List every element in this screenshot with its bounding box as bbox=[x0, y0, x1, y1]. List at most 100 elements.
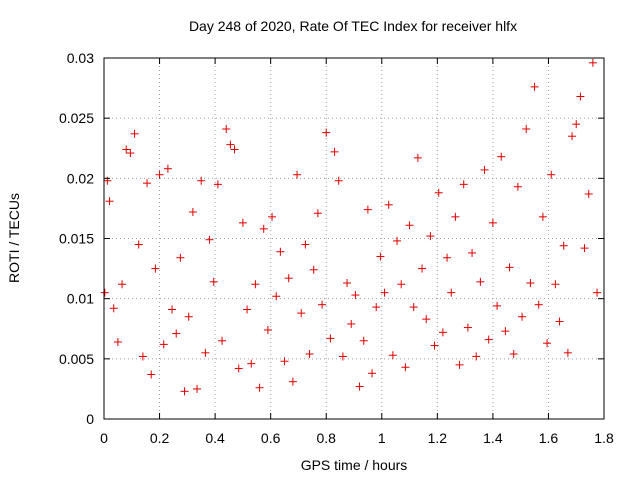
data-point bbox=[118, 280, 127, 289]
data-point bbox=[259, 224, 268, 233]
data-point bbox=[476, 277, 485, 286]
data-point bbox=[418, 264, 427, 273]
data-point bbox=[288, 377, 297, 386]
data-point bbox=[280, 357, 289, 366]
data-point bbox=[488, 218, 497, 227]
data-point bbox=[384, 200, 393, 209]
data-point bbox=[543, 339, 552, 348]
data-point bbox=[576, 92, 585, 101]
data-point bbox=[255, 383, 264, 392]
data-point bbox=[443, 253, 452, 262]
data-point bbox=[526, 279, 535, 288]
x-tick-label: 0.4 bbox=[205, 430, 225, 446]
data-point bbox=[322, 128, 331, 137]
y-tick-label: 0.015 bbox=[59, 231, 94, 247]
data-point bbox=[447, 288, 456, 297]
x-tick-label: 1.6 bbox=[539, 430, 559, 446]
data-point bbox=[438, 328, 447, 337]
data-point bbox=[588, 58, 597, 67]
data-point bbox=[226, 140, 235, 149]
data-point bbox=[355, 382, 364, 391]
data-point bbox=[168, 305, 177, 314]
data-point bbox=[122, 145, 131, 154]
data-point bbox=[563, 348, 572, 357]
data-point bbox=[493, 301, 502, 310]
data-point bbox=[430, 341, 439, 350]
data-point bbox=[568, 132, 577, 141]
data-point bbox=[238, 218, 247, 227]
x-tick-label: 0.6 bbox=[261, 430, 281, 446]
y-tick-label: 0.025 bbox=[59, 110, 94, 126]
data-point bbox=[472, 352, 481, 361]
data-point bbox=[100, 288, 109, 297]
data-point bbox=[468, 248, 477, 257]
x-tick-label: 0 bbox=[100, 430, 108, 446]
data-point bbox=[180, 387, 189, 396]
data-point bbox=[188, 208, 197, 217]
data-point bbox=[497, 152, 506, 161]
data-point bbox=[159, 340, 168, 349]
data-point bbox=[305, 350, 314, 359]
x-tick-label: 1.8 bbox=[594, 430, 614, 446]
y-axis-label: ROTI / TECUs bbox=[6, 193, 22, 283]
data-point bbox=[151, 264, 160, 273]
data-point bbox=[184, 312, 193, 321]
data-point bbox=[426, 232, 435, 241]
data-point bbox=[247, 359, 256, 368]
data-point bbox=[551, 280, 560, 289]
data-point bbox=[313, 209, 322, 218]
y-tick-label: 0.005 bbox=[59, 351, 94, 367]
data-point bbox=[480, 165, 489, 174]
data-point bbox=[138, 352, 147, 361]
data-point bbox=[422, 315, 431, 324]
data-point bbox=[301, 240, 310, 249]
data-point bbox=[401, 363, 410, 372]
data-point bbox=[451, 212, 460, 221]
data-point bbox=[509, 350, 518, 359]
data-point bbox=[405, 221, 414, 230]
ticks-layer: 0 0.2 0.4 0.6 0.8 1 1.2 1.4 1.6 1.8 0 0.005 0.01 0.01… bbox=[59, 50, 614, 446]
data-point bbox=[155, 170, 164, 179]
x-tick-label: 1.2 bbox=[428, 430, 448, 446]
x-tick-label: 1.4 bbox=[483, 430, 503, 446]
chart-title: Day 248 of 2020, Rate Of TEC Index for r… bbox=[189, 18, 517, 34]
data-point bbox=[593, 288, 602, 297]
data-point bbox=[343, 279, 352, 288]
data-point bbox=[522, 124, 531, 133]
data-point bbox=[347, 319, 356, 328]
data-point bbox=[518, 312, 527, 321]
data-point bbox=[109, 304, 118, 313]
data-point bbox=[105, 197, 114, 206]
data-point bbox=[268, 212, 277, 221]
data-point bbox=[368, 369, 377, 378]
data-point bbox=[455, 360, 464, 369]
data-point bbox=[555, 317, 564, 326]
data-point bbox=[338, 352, 347, 361]
data-point bbox=[172, 329, 181, 338]
data-point bbox=[251, 280, 260, 289]
data-point bbox=[272, 292, 281, 301]
data-point bbox=[318, 300, 327, 309]
y-tick-label: 0 bbox=[86, 411, 94, 427]
data-point bbox=[330, 147, 339, 156]
data-point bbox=[372, 303, 381, 312]
data-point bbox=[572, 120, 581, 129]
data-point bbox=[276, 247, 285, 256]
grid-layer bbox=[104, 58, 604, 419]
data-point bbox=[505, 263, 514, 272]
data-point bbox=[134, 240, 143, 249]
data-point bbox=[209, 277, 218, 286]
data-point bbox=[163, 164, 172, 173]
data-point bbox=[376, 252, 385, 261]
data-point bbox=[397, 280, 406, 289]
data-point bbox=[130, 129, 139, 138]
data-point bbox=[334, 176, 343, 185]
data-point bbox=[463, 323, 472, 332]
data-point bbox=[538, 212, 547, 221]
data-point bbox=[409, 303, 418, 312]
data-point bbox=[197, 176, 206, 185]
x-tick-label: 0.8 bbox=[316, 430, 336, 446]
x-tick-label: 0.2 bbox=[150, 430, 170, 446]
